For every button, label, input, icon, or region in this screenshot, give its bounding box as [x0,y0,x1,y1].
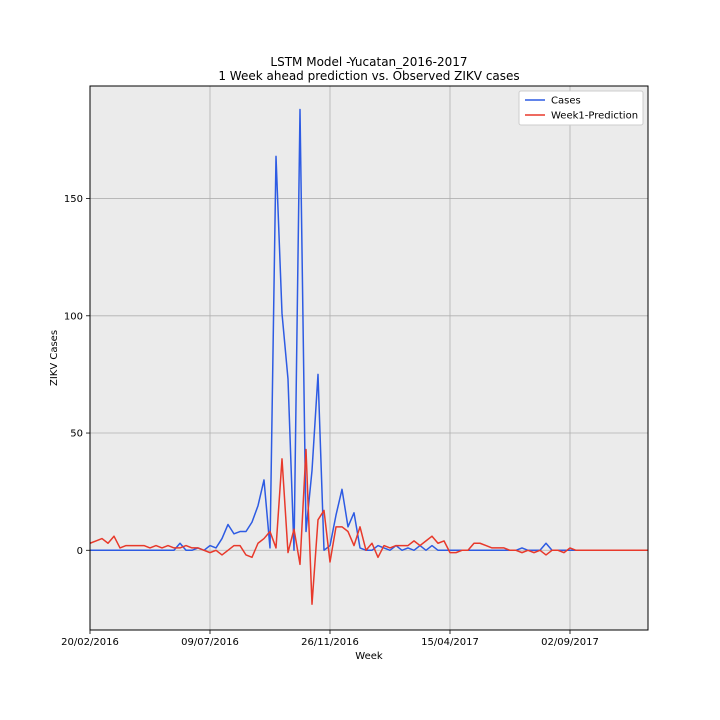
y-tick-label-0: 0 [77,546,83,557]
x-axis-ticks: 20/02/2016 09/07/2016 26/11/2016 15/04/2017… [61,630,599,648]
x-tick-label-4: 02/09/2017 [541,637,599,648]
legend-label-week1-prediction: Week1-Prediction [551,111,638,122]
y-axis-label: ZIKV Cases [49,330,60,386]
x-axis-label: Week [355,651,383,662]
x-tick-label-1: 09/07/2016 [181,637,239,648]
chart-title-line2: 1 Week ahead prediction vs. Observed ZIK… [218,69,519,83]
x-tick-label-3: 15/04/2017 [421,637,479,648]
legend-label-cases: Cases [551,96,581,107]
x-tick-label-0: 20/02/2016 [61,637,119,648]
chart-title-line1: LSTM Model -Yucatan_2016-2017 [270,55,467,69]
plot-area [90,86,648,630]
y-tick-label-3: 150 [64,194,83,205]
legend: Cases Week1-Prediction [518,90,644,126]
legend-box [518,90,644,126]
y-axis-ticks: 0 50 100 150 [64,194,90,557]
x-tick-label-2: 26/11/2016 [301,637,359,648]
y-tick-label-1: 50 [70,429,83,440]
grid [89,86,648,630]
series-layer [89,108,648,605]
series-line-week1-prediction [89,448,648,605]
plot-frame [89,85,649,631]
y-tick-label-2: 100 [64,311,83,322]
